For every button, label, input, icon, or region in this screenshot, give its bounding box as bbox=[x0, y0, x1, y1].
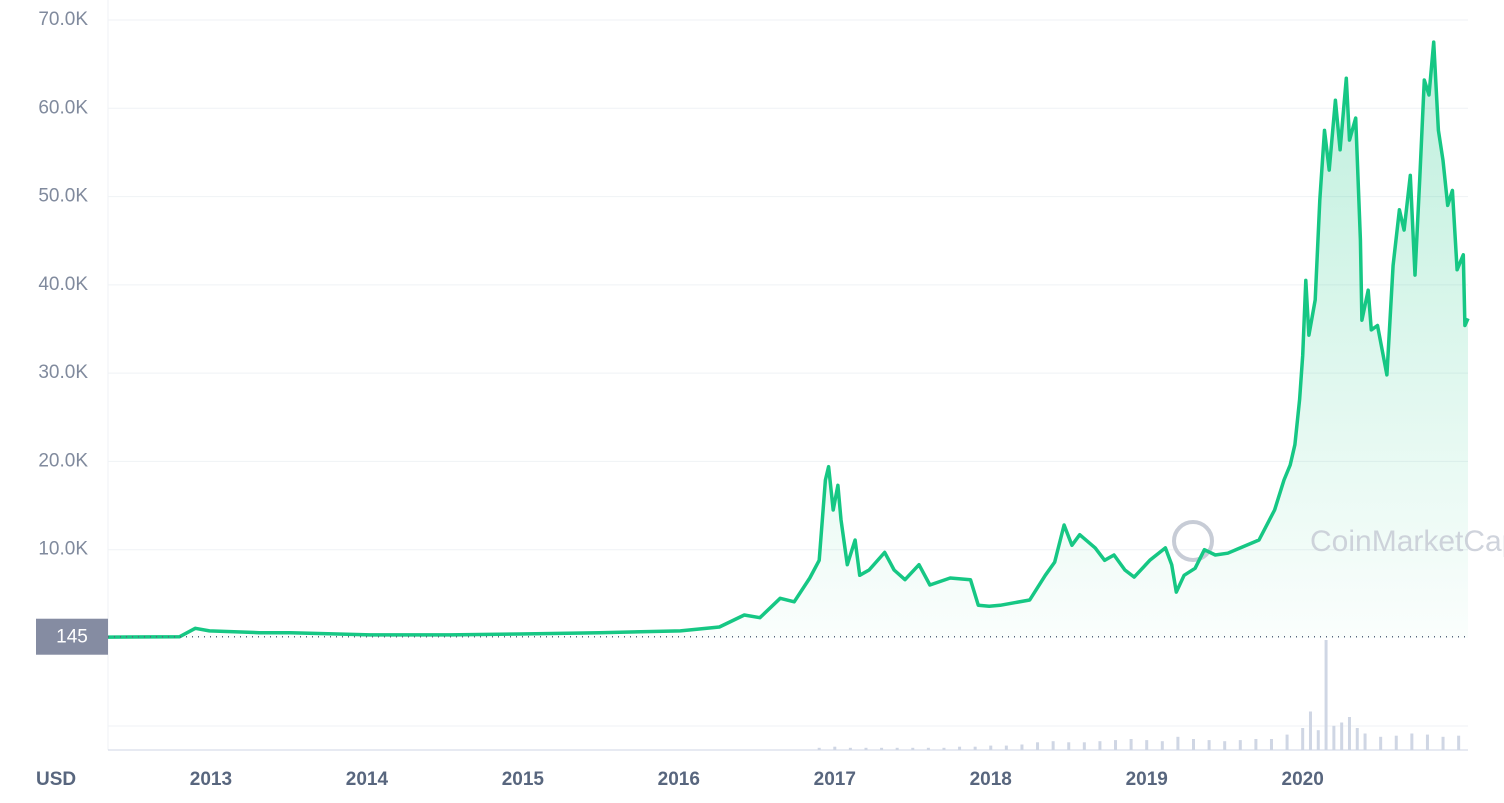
volume-bar bbox=[1340, 722, 1344, 750]
volume-bar bbox=[1301, 728, 1305, 750]
x-axis-label: USD bbox=[36, 769, 76, 790]
volume-bar bbox=[1394, 735, 1398, 750]
volume-bar bbox=[864, 747, 868, 750]
volume-bar bbox=[1082, 742, 1086, 750]
x-tick-label: 2014 bbox=[346, 769, 389, 790]
current-price-label: 145 bbox=[56, 627, 88, 648]
area-fill bbox=[108, 42, 1468, 639]
y-tick-label: 20.0K bbox=[38, 450, 88, 471]
volume-bar bbox=[1457, 735, 1461, 750]
volume-bar bbox=[895, 747, 899, 750]
y-tick-label: 30.0K bbox=[38, 362, 88, 383]
volume-bar bbox=[1176, 736, 1180, 750]
volume-bar bbox=[973, 746, 977, 750]
volume-bar bbox=[1160, 741, 1164, 750]
volume-bar bbox=[1379, 736, 1383, 750]
y-tick-label: 50.0K bbox=[38, 186, 88, 207]
volume-bar bbox=[1308, 711, 1312, 750]
current-price-tag bbox=[36, 618, 108, 655]
watermark: CoinMarketCap bbox=[1310, 525, 1504, 558]
volume-bar bbox=[926, 747, 930, 750]
y-tick-label: 10.0K bbox=[38, 539, 88, 560]
volume-bar bbox=[1145, 740, 1149, 750]
x-tick-label: 2017 bbox=[814, 769, 856, 790]
volume-bar bbox=[911, 747, 915, 750]
x-tick-label: 2018 bbox=[970, 769, 1012, 790]
volume-bar bbox=[1207, 740, 1211, 750]
volume-bar bbox=[1324, 640, 1328, 750]
x-tick-label: 2019 bbox=[1126, 769, 1168, 790]
volume-bar bbox=[1036, 742, 1040, 750]
volume-bar bbox=[1355, 728, 1359, 750]
volume-bar bbox=[1316, 730, 1320, 750]
volume-bar bbox=[1098, 741, 1102, 750]
volume-bar bbox=[1269, 739, 1273, 750]
x-tick-label: 2016 bbox=[658, 769, 700, 790]
volume-bar bbox=[1332, 725, 1336, 750]
volume-bar bbox=[1129, 739, 1133, 750]
volume-bar bbox=[1285, 734, 1289, 750]
volume-bar bbox=[848, 747, 852, 750]
volume-bar bbox=[1067, 742, 1071, 750]
y-tick-label: 70.0K bbox=[38, 9, 88, 30]
volume-bar bbox=[1192, 739, 1196, 750]
volume-bar bbox=[1254, 739, 1258, 750]
watermark-logo bbox=[1172, 520, 1214, 562]
volume-bar bbox=[942, 747, 946, 750]
volume-bar bbox=[1441, 736, 1445, 750]
volume-bar bbox=[1425, 734, 1429, 750]
x-tick-label: 2013 bbox=[190, 769, 232, 790]
volume-bar bbox=[1114, 740, 1118, 750]
volume-bar bbox=[817, 747, 821, 750]
volume-bar bbox=[1223, 741, 1227, 750]
volume-bar bbox=[1051, 741, 1055, 750]
price-line bbox=[107, 40, 1470, 639]
volume-bar bbox=[880, 747, 884, 750]
volume-bar bbox=[1410, 733, 1414, 750]
volume-bar bbox=[958, 746, 962, 750]
volume-bar bbox=[1238, 740, 1242, 750]
volume-bar bbox=[833, 746, 837, 750]
volume-bar bbox=[1347, 717, 1351, 750]
x-tick-label: 2015 bbox=[502, 769, 545, 790]
y-tick-label: 60.0K bbox=[38, 97, 88, 118]
volume-bar bbox=[1004, 745, 1008, 750]
x-tick-label: 2020 bbox=[1282, 769, 1324, 790]
volume-bar bbox=[1363, 733, 1367, 750]
volume-bar bbox=[989, 745, 993, 750]
y-tick-label: 40.0K bbox=[38, 274, 88, 295]
volume-bar bbox=[1020, 744, 1024, 750]
